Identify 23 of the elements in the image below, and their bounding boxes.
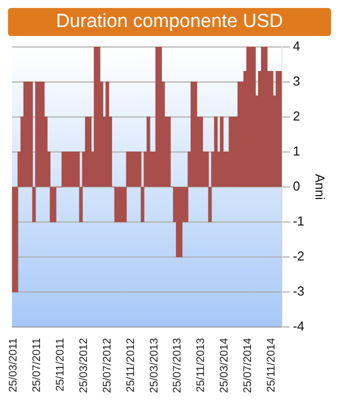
- x-tick-label: 25/03/2014: [218, 338, 231, 394]
- y-axis-title: Anni: [312, 174, 328, 200]
- x-tick-label: 25/03/2011: [8, 338, 20, 392]
- y-tick-label: -1: [292, 213, 304, 228]
- y-tick-label: 3: [292, 73, 300, 88]
- y-tick-label: -4: [292, 318, 304, 334]
- x-tick-label: 25/07/2014: [242, 338, 254, 394]
- y-tick-label: 4: [292, 38, 300, 54]
- x-tick-label: 25/11/2014: [266, 338, 278, 392]
- y-tick-label: 0: [292, 178, 300, 194]
- x-tick-label: 25/07/2012: [101, 338, 114, 394]
- x-tick-label: 25/07/2013: [172, 338, 184, 394]
- chart-title: Duration componente USD: [8, 8, 331, 36]
- x-tick-label: 25/11/2013: [195, 338, 208, 392]
- x-tick-label: 25/07/2011: [30, 338, 43, 392]
- x-tick-label: 25/11/2012: [124, 338, 137, 392]
- x-tick-label: 25/11/2011: [54, 338, 66, 392]
- x-tick-label: 25/03/2013: [148, 338, 160, 394]
- y-tick-label: -3: [292, 284, 304, 299]
- y-tick-label: -2: [292, 248, 304, 264]
- y-tick-label: 1: [292, 143, 300, 158]
- y-tick-label: 2: [292, 108, 300, 124]
- x-tick-label: 25/03/2012: [78, 338, 90, 394]
